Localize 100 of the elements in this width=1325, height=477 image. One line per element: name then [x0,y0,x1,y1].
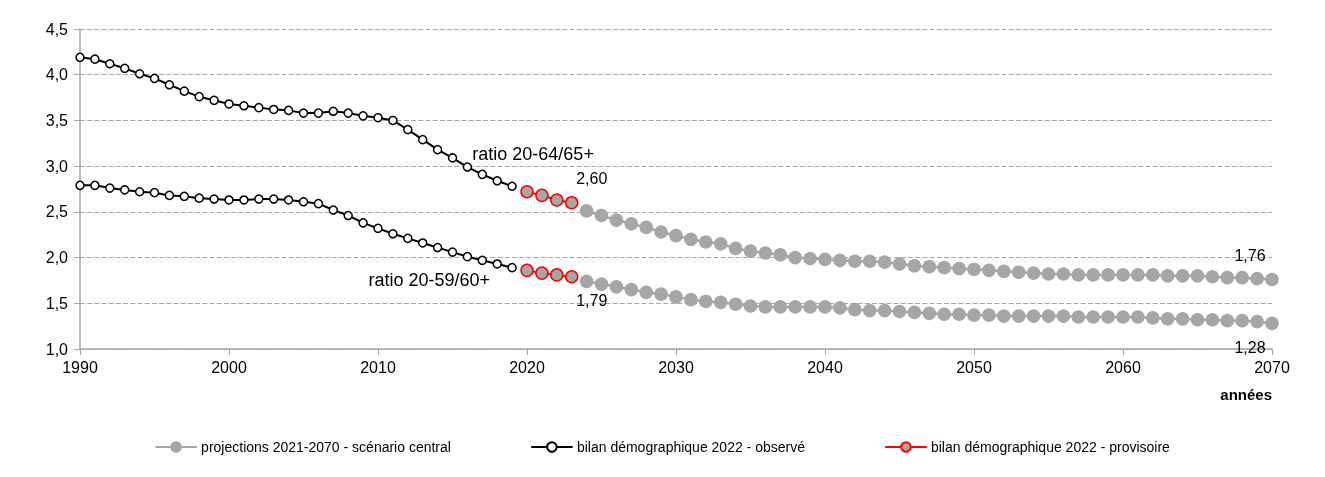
point [1056,267,1071,281]
point [684,232,698,247]
point [520,185,534,199]
point [967,262,981,277]
point [1220,313,1235,328]
point [1190,269,1205,283]
point [105,183,115,193]
point [982,308,996,322]
point [1026,266,1041,280]
point [609,213,624,227]
point [1086,310,1100,324]
point [343,210,353,221]
point [1205,313,1220,327]
point [313,198,324,209]
point [833,253,847,268]
y-tick-label: 1,5 [45,294,69,312]
point [492,176,502,186]
point [75,180,85,191]
data-label: 1,76 [1234,247,1266,265]
point [328,205,339,215]
point [1160,269,1175,283]
point [907,305,922,320]
data-label: 1,79 [576,292,608,310]
point [298,197,309,207]
point [684,292,698,307]
point [179,191,190,202]
legend-label: bilan démographique 2022 - observé [576,439,806,455]
point [669,290,683,304]
annotation: ratio 20-64/65+ [472,144,594,165]
y-tick-label: 4,0 [45,66,69,84]
point [343,108,353,118]
point [268,104,279,115]
legend-label: bilan démographique 2022 - provisoire [930,439,1171,455]
point [209,194,219,204]
y-tick-label: 2,5 [45,203,69,221]
point [609,280,624,294]
point [877,255,892,269]
point [224,99,234,109]
point [639,285,653,300]
point [179,86,190,96]
point [239,101,249,111]
point [773,300,788,314]
point [848,302,862,317]
annotation: ratio 20-59/60+ [368,269,491,290]
point [164,190,175,201]
point [1131,310,1145,324]
point [579,204,594,218]
x-tick-label: 2020 [509,358,545,376]
point [462,162,473,172]
point [1086,268,1100,282]
point [639,220,653,235]
point [937,260,951,275]
point [75,52,85,63]
point [1116,268,1130,282]
point [447,153,458,163]
point [922,259,937,274]
point [892,304,907,319]
point [388,229,398,239]
point [164,80,175,90]
point [758,300,773,314]
point [477,255,488,266]
point [403,124,413,135]
point [1026,309,1041,323]
point [803,251,817,266]
point [1146,268,1160,282]
point [373,223,383,234]
point [699,235,713,249]
point [1235,270,1249,285]
point [477,169,488,180]
point [1041,309,1056,323]
point [654,287,668,301]
x-tick-label: 2000 [211,358,247,376]
point [209,95,219,106]
point [358,218,368,228]
x-tick-label: 2050 [956,358,992,376]
point [564,195,579,210]
point [848,254,862,268]
point [1235,313,1249,328]
point [892,257,907,271]
point [550,193,564,207]
point [1265,316,1279,331]
point [818,300,832,314]
point [507,262,517,273]
legend-label: projections 2021-2070 - scénario central [201,439,451,455]
point [1250,271,1264,286]
point [492,259,502,269]
point [283,195,294,205]
point [579,274,594,289]
point [1190,313,1205,327]
point [447,247,458,257]
point [507,181,517,191]
point [239,195,249,205]
point [550,268,564,282]
point [743,244,758,258]
point [194,91,204,102]
point [1101,310,1115,324]
point [937,307,951,321]
point [1101,268,1115,282]
y-tick-label: 1,0 [45,340,69,358]
point [624,282,639,297]
